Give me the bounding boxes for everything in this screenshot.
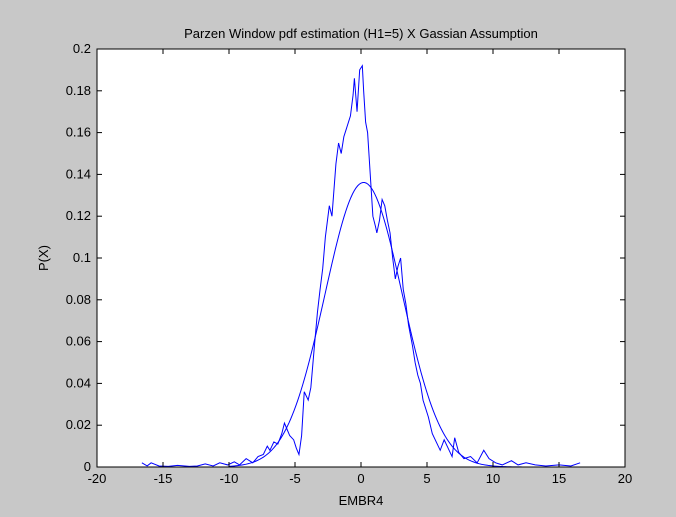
y-tick-label: 0.1 — [73, 250, 91, 265]
y-tick-label: 0.06 — [66, 334, 91, 349]
x-tick-label: -10 — [220, 471, 239, 486]
x-axis-label: EMBR4 — [339, 493, 384, 508]
x-tick-label: 10 — [486, 471, 500, 486]
x-tick-label: 0 — [357, 471, 364, 486]
y-tick-label: 0 — [84, 459, 91, 474]
tick-layer: -20 -15 -10 -5 0 5 10 15 20 0 0.02 0.04 0.06 0.08 0.1 0… — [66, 41, 633, 486]
y-axis-label: P(X) — [36, 245, 51, 271]
x-tick-label: -5 — [289, 471, 301, 486]
axes-frame — [96, 48, 626, 468]
y-tick-label: 0.02 — [66, 417, 91, 432]
plot-area — [97, 49, 625, 467]
x-tick-label: -20 — [88, 471, 107, 486]
x-tick-label: 5 — [423, 471, 430, 486]
x-tick-label: 15 — [552, 471, 566, 486]
y-tick-label: 0.12 — [66, 208, 91, 223]
chart-title: Parzen Window pdf estimation (H1=5) X Ga… — [184, 26, 538, 41]
y-tick-label: 0.14 — [66, 166, 91, 181]
y-tick-label: 0.18 — [66, 83, 91, 98]
y-tick-label: 0.2 — [73, 41, 91, 56]
x-tick-label: -15 — [154, 471, 173, 486]
x-tick-label: 20 — [618, 471, 632, 486]
y-tick-label: 0.16 — [66, 125, 91, 140]
y-tick-label: 0.04 — [66, 375, 91, 390]
y-tick-label: 0.08 — [66, 292, 91, 307]
